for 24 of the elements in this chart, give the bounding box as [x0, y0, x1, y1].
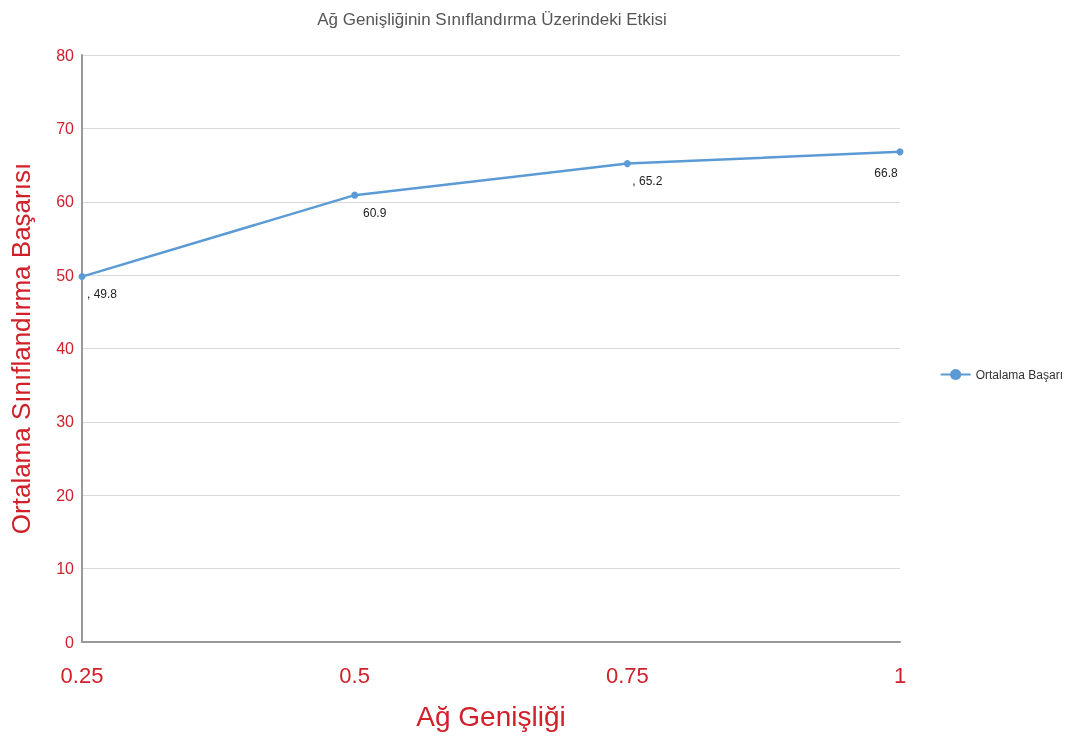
- point: [623, 160, 631, 168]
- data-label: , 65.2: [632, 174, 663, 189]
- data-label: 66.8: [874, 166, 898, 181]
- y-tick-label: 30: [56, 413, 75, 431]
- x-axis-title: Ağ Genişliği: [416, 700, 566, 732]
- y-tick-label: 70: [56, 119, 75, 137]
- point: [351, 191, 359, 199]
- data-label: , 49.8: [86, 287, 118, 302]
- x-tick-label: 1: [893, 662, 907, 688]
- y-tick-label: 0: [65, 633, 75, 651]
- y-tick-label: 10: [56, 560, 75, 578]
- legend-label: Ortalama Başarı: [975, 367, 1064, 382]
- x-tick-label: 0.25: [60, 662, 104, 688]
- chart-title: Ağ Genişliğinin Sınıflandırma Üzerindeki Etkisi: [317, 10, 667, 29]
- x-tick-label: 0.5: [339, 662, 370, 688]
- y-tick-label: 20: [56, 486, 75, 504]
- data-label: 60.9: [362, 205, 387, 220]
- x-tick-label: 0.75: [605, 662, 649, 688]
- y-tick-label: 60: [56, 193, 75, 211]
- point: [78, 273, 86, 281]
- y-tick-label: 80: [56, 46, 75, 64]
- y-axis-title: Ortalama Sınıflandırma Başarısı: [6, 162, 36, 535]
- y-tick-label: 50: [56, 266, 75, 284]
- y-tick-label: 40: [56, 340, 75, 357]
